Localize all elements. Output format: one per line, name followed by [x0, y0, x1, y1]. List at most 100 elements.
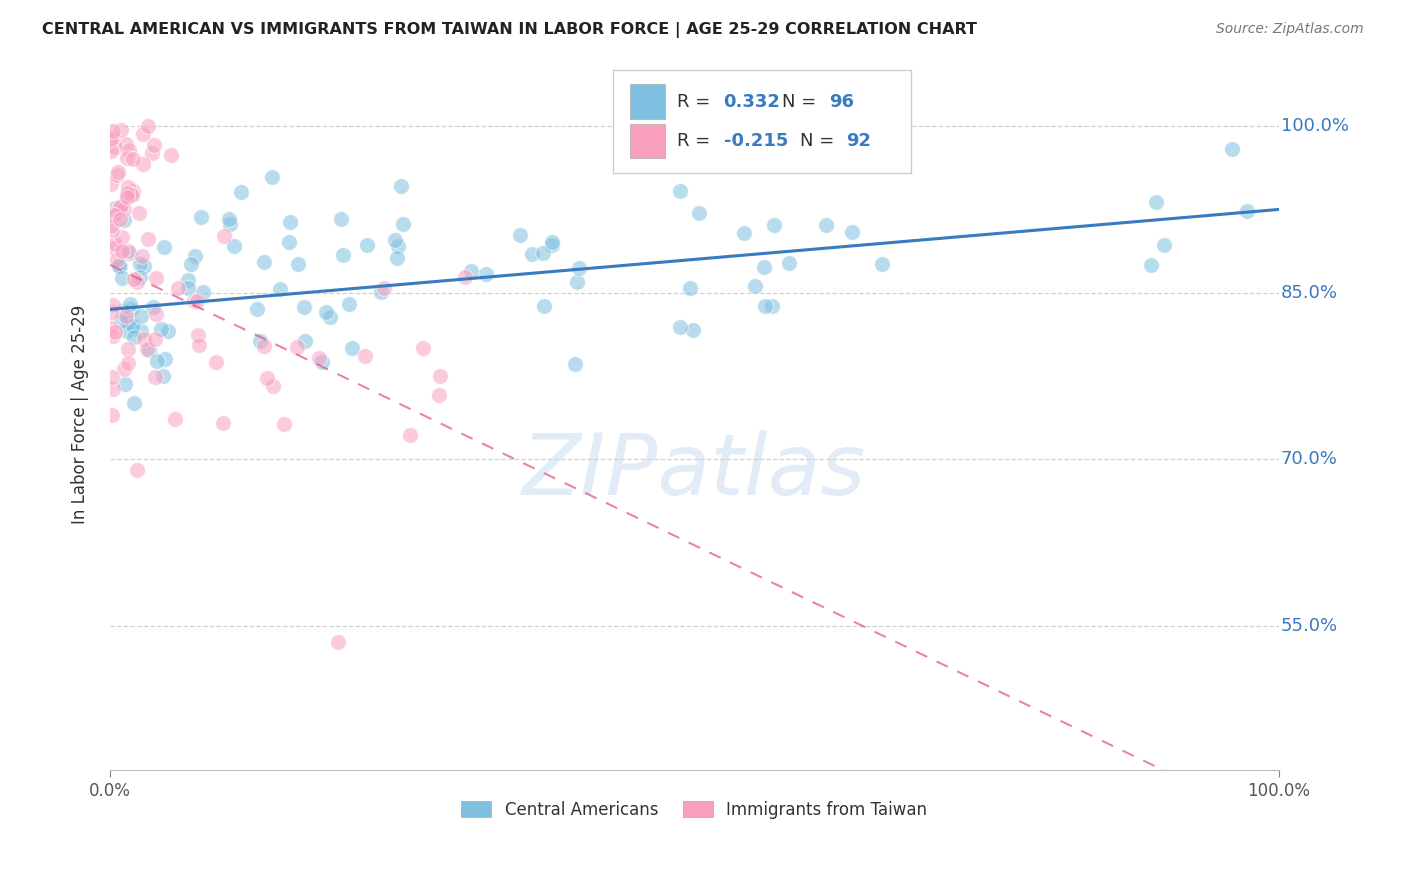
- Point: [373, 281, 395, 295]
- Point: [132, 157, 155, 171]
- Point: [142, 300, 165, 314]
- Point: [370, 285, 392, 300]
- Point: [136, 342, 159, 356]
- Text: 55.0%: 55.0%: [1281, 616, 1339, 635]
- Point: [108, 259, 131, 273]
- Point: [222, 239, 245, 253]
- Point: [256, 371, 278, 385]
- Point: [103, 241, 125, 255]
- Point: [389, 179, 412, 194]
- Point: [387, 239, 409, 253]
- Point: [152, 369, 174, 384]
- Point: [399, 428, 422, 442]
- Point: [509, 228, 531, 243]
- Point: [100, 145, 122, 159]
- Point: [118, 296, 141, 310]
- Point: [186, 294, 208, 309]
- Point: [100, 408, 122, 422]
- Point: [246, 301, 269, 316]
- Point: [141, 146, 163, 161]
- Point: [752, 260, 775, 274]
- Point: [112, 362, 135, 376]
- Point: [100, 321, 122, 335]
- Point: [412, 341, 434, 355]
- Point: [163, 412, 186, 426]
- Point: [105, 168, 128, 182]
- Point: [761, 299, 783, 313]
- Point: [287, 257, 309, 271]
- Point: [679, 281, 702, 295]
- Point: [117, 244, 139, 258]
- Text: 70.0%: 70.0%: [1281, 450, 1339, 468]
- Text: N =: N =: [800, 132, 834, 150]
- Point: [138, 119, 160, 133]
- Point: [733, 226, 755, 240]
- Point: [118, 144, 141, 158]
- Point: [143, 332, 166, 346]
- Point: [132, 259, 155, 273]
- Point: [156, 324, 179, 338]
- Point: [120, 302, 142, 317]
- Point: [177, 281, 200, 295]
- Point: [387, 251, 409, 265]
- Point: [187, 338, 209, 352]
- Point: [814, 219, 837, 233]
- Bar: [630, 85, 665, 119]
- Point: [121, 184, 143, 198]
- Legend: Central Americans, Immigrants from Taiwan: Central Americans, Immigrants from Taiwa…: [454, 794, 934, 826]
- Point: [184, 249, 207, 263]
- Point: [110, 211, 132, 226]
- Point: [120, 186, 142, 201]
- Point: [356, 237, 378, 252]
- Point: [122, 396, 145, 410]
- Point: [111, 229, 134, 244]
- Point: [100, 130, 122, 145]
- Point: [253, 339, 276, 353]
- Point: [103, 208, 125, 222]
- Point: [101, 369, 124, 384]
- Point: [522, 247, 544, 261]
- Point: [870, 257, 893, 271]
- Point: [669, 184, 692, 198]
- Text: N =: N =: [782, 93, 817, 111]
- Point: [104, 236, 127, 251]
- Point: [778, 256, 800, 270]
- Point: [136, 231, 159, 245]
- Point: [122, 330, 145, 344]
- Point: [564, 357, 586, 371]
- Point: [114, 309, 136, 323]
- Point: [427, 388, 450, 402]
- Point: [131, 324, 153, 338]
- Point: [218, 212, 240, 227]
- Point: [1236, 204, 1258, 219]
- Point: [114, 376, 136, 391]
- Point: [111, 271, 134, 285]
- Text: ZIPatlas: ZIPatlas: [522, 430, 866, 513]
- Point: [129, 309, 152, 323]
- Point: [187, 327, 209, 342]
- Point: [229, 185, 252, 199]
- Point: [128, 206, 150, 220]
- Point: [152, 239, 174, 253]
- Point: [115, 324, 138, 338]
- Point: [315, 305, 337, 319]
- Point: [112, 202, 135, 217]
- Point: [129, 257, 152, 271]
- Text: Source: ZipAtlas.com: Source: ZipAtlas.com: [1216, 22, 1364, 37]
- Point: [682, 323, 704, 337]
- Point: [103, 140, 125, 154]
- Point: [103, 123, 125, 137]
- Point: [145, 307, 167, 321]
- Point: [149, 322, 172, 336]
- Point: [100, 177, 122, 191]
- Point: [111, 244, 134, 258]
- Point: [668, 319, 690, 334]
- Point: [453, 269, 475, 284]
- Point: [131, 127, 153, 141]
- Point: [340, 341, 363, 355]
- Point: [278, 215, 301, 229]
- Point: [167, 281, 190, 295]
- Point: [354, 349, 377, 363]
- Point: [117, 180, 139, 194]
- Point: [1222, 142, 1244, 156]
